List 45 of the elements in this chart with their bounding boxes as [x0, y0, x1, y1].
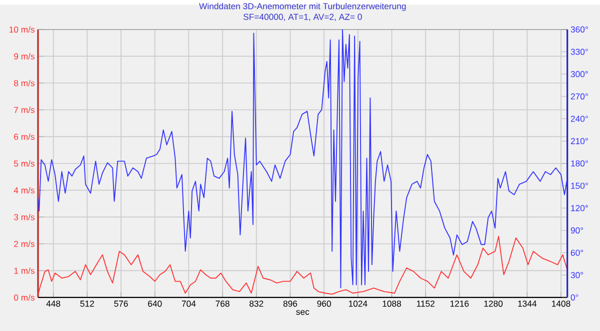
x-tick-label: 704 — [182, 300, 196, 307]
x-tick-label: 1280 — [484, 300, 503, 307]
x-tick-label: 1344 — [518, 300, 537, 307]
x-tick-label: 1152 — [416, 300, 434, 307]
y-tick-label: 8 m/s — [14, 80, 35, 86]
x-tick-label: 576 — [114, 300, 128, 307]
y-tick-label: 3 m/s — [14, 214, 35, 220]
y2-tick-label: 210° — [570, 138, 588, 144]
x-tick-label: 896 — [283, 300, 298, 307]
y-tick-label: 4 m/s — [14, 186, 35, 194]
x-tick-label: 832 — [250, 300, 264, 307]
x-tick-label: 768 — [216, 300, 230, 307]
x-axis-title: sec — [296, 310, 310, 315]
line-series — [38, 29, 568, 288]
y2-tick-label: 0° — [570, 294, 578, 300]
x-tick-label: 448 — [46, 300, 60, 307]
y2-tick-label: 60° — [570, 249, 584, 256]
chart-title: Winddaten 3D-Anemometer mit Turbulenzerweiterung — [199, 2, 406, 11]
y2-tick-label: 270° — [570, 93, 588, 100]
y-tick-label: 10 m/s — [10, 26, 35, 32]
y2-tick-label: 240° — [570, 116, 588, 122]
y2-tick-label: 90° — [570, 227, 584, 234]
x-tick-label: 512 — [80, 300, 94, 307]
x-tick-label: 1408 — [552, 300, 570, 307]
y-tick-label: 7 m/s — [14, 106, 35, 113]
y-tick-label: 6 m/s — [14, 133, 35, 140]
x-tick-label: 1216 — [450, 300, 469, 307]
y-tick-label: 1 m/s — [14, 267, 35, 274]
chart-subtitle: SF=40000, AT=1, AV=2, AZ= 0 — [243, 14, 362, 21]
y-tick-label: 5 m/s — [14, 160, 35, 166]
y-tick-label: 0 m/s — [14, 294, 35, 300]
y2-tick-label: 120° — [571, 204, 588, 211]
y2-tick-label: 180° — [571, 160, 588, 166]
y2-tick-label: 150° — [571, 182, 588, 189]
y-tick-label: 2 m/s — [14, 240, 35, 247]
x-tick-label: 1024 — [348, 300, 368, 307]
y2-tick-label: 360° — [570, 26, 588, 32]
y2-tick-label: 330° — [570, 48, 588, 55]
y2-tick-label: 300° — [570, 70, 588, 77]
line-series — [38, 236, 568, 296]
y-tick-label: 9 m/s — [14, 52, 35, 60]
x-tick-label: 640 — [148, 300, 162, 307]
x-tick-label: 960 — [317, 300, 331, 307]
y2-tick-label: 30° — [570, 272, 584, 278]
x-tick-label: 1088 — [382, 300, 402, 307]
